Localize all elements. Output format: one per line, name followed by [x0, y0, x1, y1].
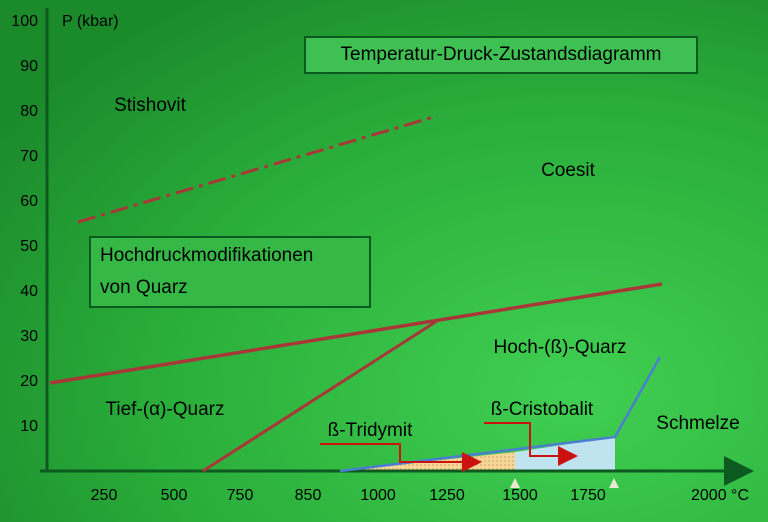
y-tick-label: 30 [20, 328, 38, 345]
phase-label: Stishovit [114, 95, 187, 116]
phase-label: Schmelze [656, 413, 739, 434]
y-tick-label: 80 [20, 103, 38, 120]
x-tick-label: 1000 [360, 487, 396, 504]
phase-label: ß-Cristobalit [491, 399, 594, 420]
y-tick-label: 20 [20, 373, 38, 390]
phase-label: Tief-(α)-Quarz [105, 399, 224, 420]
y-tick-label: 70 [20, 148, 38, 165]
x-tick-label: 250 [91, 487, 118, 504]
quarz-boundary [202, 319, 438, 473]
marker [510, 478, 520, 488]
y-tick-label: 90 [20, 58, 38, 75]
title-box [304, 36, 698, 74]
cristobalit-arrow [484, 422, 578, 466]
phase-label: Hoch-(ß)-Quarz [493, 337, 626, 358]
box-line: von Quarz [100, 277, 188, 298]
tridymit-arrow [320, 443, 482, 472]
marker [609, 478, 619, 488]
y-tick-label: 100 [11, 13, 38, 30]
x-tick-label: 750 [227, 487, 254, 504]
phase-label: Coesit [541, 160, 596, 181]
box-line: Hochdruckmodifikationen [100, 245, 313, 266]
x-tick-label: 500 [161, 487, 188, 504]
y-tick-label: 40 [20, 283, 38, 300]
y-tick-label: 60 [20, 193, 38, 210]
info-box [89, 236, 371, 308]
y-axis-label: P (kbar) [62, 13, 119, 30]
x-tick-label: 1250 [429, 487, 465, 504]
y-tick-label: 10 [20, 418, 38, 435]
x-tick-label: 1500 [502, 487, 538, 504]
x-tick-label: 1750 [570, 487, 606, 504]
melt-boundary [339, 356, 662, 473]
phase-label: ß-Tridymit [328, 420, 413, 441]
y-tick-label: 50 [20, 238, 38, 255]
coesit-boundary [49, 282, 663, 385]
stishovit-boundary [77, 114, 438, 224]
x-tick-label: 2000 °C [691, 487, 749, 504]
x-tick-label: 850 [295, 487, 322, 504]
title: Temperatur-Druck-Zustandsdiagramm [341, 44, 662, 65]
